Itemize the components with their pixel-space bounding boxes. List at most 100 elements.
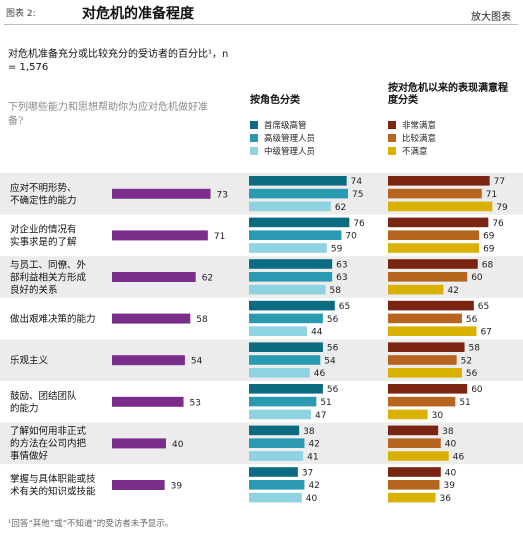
category-label: 的能力 [10, 402, 39, 414]
category-label: 鼓励、团结团队 [10, 390, 77, 402]
role-value-label: 42 [308, 481, 319, 491]
category-label: 术有关的知识或技能 [10, 486, 96, 498]
satisfaction-bar [388, 384, 468, 394]
role-value-label: 54 [324, 356, 336, 366]
satisfaction-bar [388, 368, 462, 378]
role-bar [249, 425, 300, 436]
role-value-label: 65 [339, 302, 350, 312]
role-bar [249, 300, 335, 311]
role-bar [249, 409, 312, 420]
role-value-label: 74 [351, 177, 363, 187]
legend-swatch [388, 133, 396, 142]
satisfaction-bar [388, 284, 444, 295]
legend-item-senior: 高级管理人员 [250, 131, 315, 144]
role-legend: 首席级高管 高级管理人员 中级管理人员 [250, 118, 315, 157]
role-bar [249, 355, 321, 365]
role-value-label: 62 [335, 203, 346, 213]
role-value-label: 75 [352, 190, 363, 200]
satisfaction-value-label: 46 [453, 452, 465, 462]
satisfaction-bar [388, 467, 441, 477]
legend-swatch [250, 120, 258, 129]
satisfaction-value-label: 40 [445, 468, 457, 478]
chart-subtitle: 对危机准备充分或比较充分的受访者的百分比¹，n = 1,576 [8, 49, 229, 73]
legend-item-very-satisfied: 非常满意 [388, 118, 436, 131]
satisfaction-bar [388, 300, 474, 311]
role-value-label: 56 [327, 385, 339, 395]
satisfaction-value-label: 65 [478, 302, 489, 312]
role-bar [249, 201, 331, 212]
overall-bar [112, 230, 208, 241]
role-bar [249, 368, 310, 378]
satisfaction-bar [388, 425, 439, 436]
overall-bar [112, 355, 185, 366]
role-bar [249, 176, 347, 186]
overall-bar [112, 272, 196, 282]
satisfaction-value-label: 58 [469, 344, 481, 354]
category-label: 乐观主义 [10, 354, 49, 366]
overall-bar [112, 438, 166, 449]
role-value-label: 47 [315, 411, 326, 421]
role-value-label: 42 [308, 440, 319, 450]
satisfaction-value-label: 56 [466, 315, 478, 325]
category-label: 应对不明形势、 [10, 182, 77, 194]
role-value-label: 59 [331, 244, 343, 254]
category-label: 的方法在公司内把 [10, 438, 87, 450]
role-bar [249, 467, 298, 477]
satisfaction-value-label: 60 [471, 273, 483, 283]
satisfaction-bar [388, 259, 478, 269]
satisfaction-bar [388, 326, 477, 336]
role-bar [249, 342, 323, 352]
category-label: 部利益相关方形成 [10, 271, 87, 283]
role-bar [249, 313, 323, 324]
satisfaction-value-label: 42 [447, 286, 458, 296]
category-label: 良好的关系 [10, 284, 58, 296]
legend-label: 中级管理人员 [264, 146, 316, 157]
chart-title: 对危机的准备程度 [82, 6, 194, 22]
role-bar [249, 243, 327, 253]
role-value-label: 76 [353, 219, 365, 229]
satisfaction-bar [388, 451, 449, 461]
satisfaction-value-label: 71 [486, 190, 497, 200]
survey-question: 下列哪些能力和思想帮助你为应对危机做好准备? [8, 102, 208, 127]
role-bar [249, 284, 326, 295]
overall-bar [112, 313, 191, 324]
category-label: 不确定性的能力 [10, 194, 77, 206]
satisfaction-bar [388, 272, 468, 282]
zoom-chart-link[interactable]: 放大图表 [471, 12, 511, 23]
satisfaction-group-heading: 按对危机以来的表现满意程度分类 [388, 83, 508, 106]
role-value-label: 56 [327, 344, 339, 354]
role-group-heading: 按角色分类 [250, 95, 300, 106]
role-value-label: 46 [314, 369, 326, 379]
role-bar [249, 480, 305, 490]
legend-swatch [388, 120, 396, 129]
overall-value-label: 62 [202, 274, 213, 284]
role-value-label: 38 [303, 427, 315, 437]
role-value-label: 51 [320, 398, 331, 408]
overall-value-label: 54 [191, 357, 203, 367]
legend-item-somewhat-satisfied: 比较满意 [388, 131, 436, 144]
role-bar [249, 326, 308, 336]
category-label: 了解如何用非正式 [10, 425, 87, 437]
role-value-label: 44 [311, 328, 323, 338]
footnote: ¹回答“其他”或“不知道”的受访者未予显示。 [8, 519, 174, 529]
overall-value-label: 58 [196, 315, 208, 325]
overall-bar [112, 396, 184, 407]
overall-bar [112, 188, 211, 199]
satisfaction-bar [388, 243, 480, 253]
role-value-label: 41 [307, 452, 318, 462]
role-value-label: 63 [336, 273, 347, 283]
overall-value-label: 39 [171, 482, 183, 492]
satisfaction-value-label: 56 [466, 369, 478, 379]
role-bar [249, 259, 333, 269]
legend-swatch [250, 146, 258, 155]
category-label: 实事求是的了解 [10, 236, 77, 248]
role-value-label: 70 [345, 232, 357, 242]
category-label: 做出艰难决策的能力 [10, 313, 96, 325]
role-value-label: 37 [302, 468, 313, 478]
satisfaction-bar [388, 409, 428, 420]
role-bar [249, 217, 350, 228]
legend-label: 首席级高管 [264, 120, 307, 131]
satisfaction-value-label: 76 [492, 219, 504, 229]
satisfaction-legend: 非常满意 比较满意 不满意 [388, 118, 436, 157]
satisfaction-bar [388, 438, 441, 448]
